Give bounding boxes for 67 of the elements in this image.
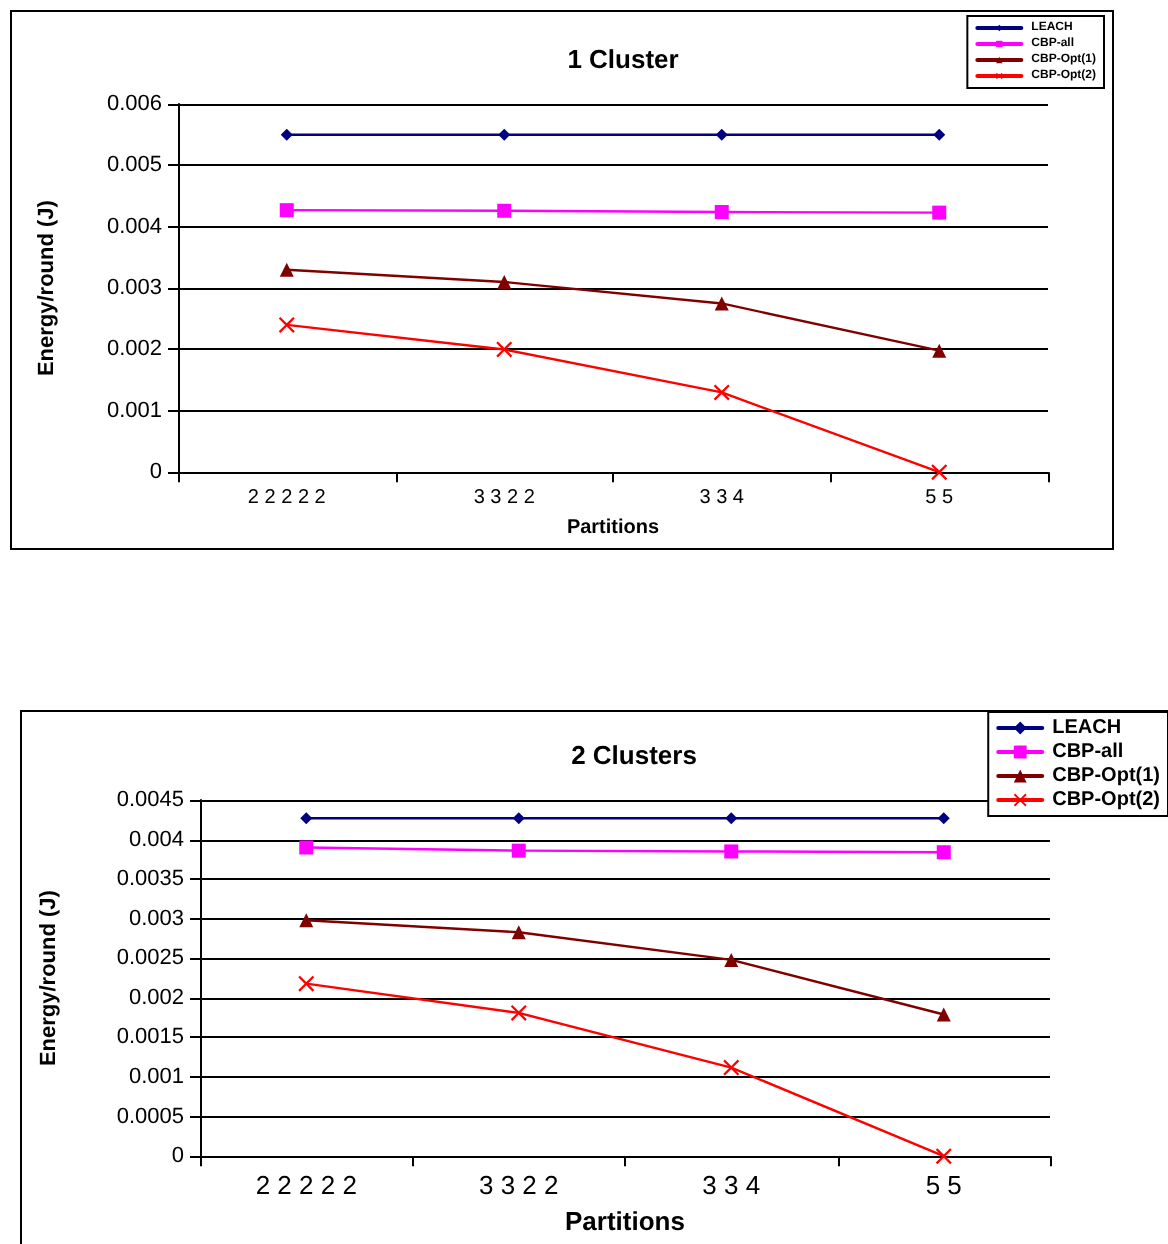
x-tick-label: 5 5 <box>925 1170 962 1201</box>
legend-label: CBP-all <box>1052 741 1124 763</box>
x-tick-label: 3 3 2 2 <box>473 487 536 510</box>
y-axis-title: Energy/round (J) <box>37 889 61 1067</box>
point <box>299 913 314 928</box>
point <box>511 843 526 858</box>
point <box>714 205 729 220</box>
y-tick-label: 0.0025 <box>116 946 184 971</box>
y-tick-label: 0.006 <box>106 92 162 116</box>
y-tick-label: 0.002 <box>128 985 184 1010</box>
point <box>511 925 526 940</box>
point <box>510 1004 527 1021</box>
x-tick-label: 3 3 4 <box>702 1170 761 1201</box>
x-axis-title: Partitions <box>566 517 660 539</box>
point <box>498 128 511 141</box>
y-tick-label: 0 <box>171 1144 184 1169</box>
point <box>724 952 739 967</box>
point <box>496 341 513 358</box>
point <box>936 845 951 860</box>
point <box>299 840 314 855</box>
x-tick-label: 2 2 2 2 2 <box>255 1170 357 1201</box>
y-tick-label: 0.003 <box>128 906 184 931</box>
point <box>278 316 295 333</box>
point <box>713 384 730 401</box>
chart-title: 2 Clusters <box>571 740 697 770</box>
y-tick-label: 0.0035 <box>116 867 184 892</box>
point <box>931 464 948 481</box>
y-axis-title: Energy/round (J) <box>35 199 59 377</box>
point <box>280 128 293 141</box>
point <box>937 812 950 825</box>
y-tick-label: 0.004 <box>128 827 184 852</box>
x-tick-label: 5 5 <box>925 487 955 510</box>
point <box>497 203 512 218</box>
point <box>300 812 313 825</box>
point <box>279 262 294 277</box>
legend-label: LEACH <box>1052 717 1122 739</box>
point <box>936 1007 951 1022</box>
x-axis-title: Partitions <box>565 1206 685 1236</box>
y-tick-label: 0.001 <box>106 398 162 423</box>
legend-label: CBP-Opt(1) <box>1052 765 1161 787</box>
point <box>279 203 294 218</box>
point <box>933 128 946 141</box>
point <box>725 812 738 825</box>
point <box>932 343 947 358</box>
y-tick-label: 0.004 <box>106 214 162 239</box>
point <box>932 205 947 220</box>
y-tick-label: 0.002 <box>106 337 162 362</box>
y-tick-label: 0.0005 <box>116 1104 184 1129</box>
point <box>715 128 728 141</box>
x-tick-label: 3 3 2 2 <box>478 1170 559 1201</box>
point <box>497 274 512 289</box>
legend-label: CBP-Opt(2) <box>1052 789 1161 811</box>
y-tick-label: 0.001 <box>128 1065 184 1090</box>
y-tick-label: 0.0015 <box>116 1025 184 1050</box>
point <box>512 812 525 825</box>
point <box>298 975 315 992</box>
y-tick-label: 0 <box>149 460 162 485</box>
x-tick-label: 2 2 2 2 2 <box>247 487 327 510</box>
point <box>724 844 739 859</box>
point <box>714 296 729 311</box>
y-tick-label: 0.005 <box>106 153 162 178</box>
y-tick-label: 0.0045 <box>116 788 184 812</box>
point <box>723 1059 740 1076</box>
y-tick-label: 0.003 <box>106 276 162 301</box>
x-tick-label: 3 3 4 <box>699 487 745 510</box>
chart-title: 1 Cluster <box>567 44 679 74</box>
point <box>935 1148 952 1165</box>
